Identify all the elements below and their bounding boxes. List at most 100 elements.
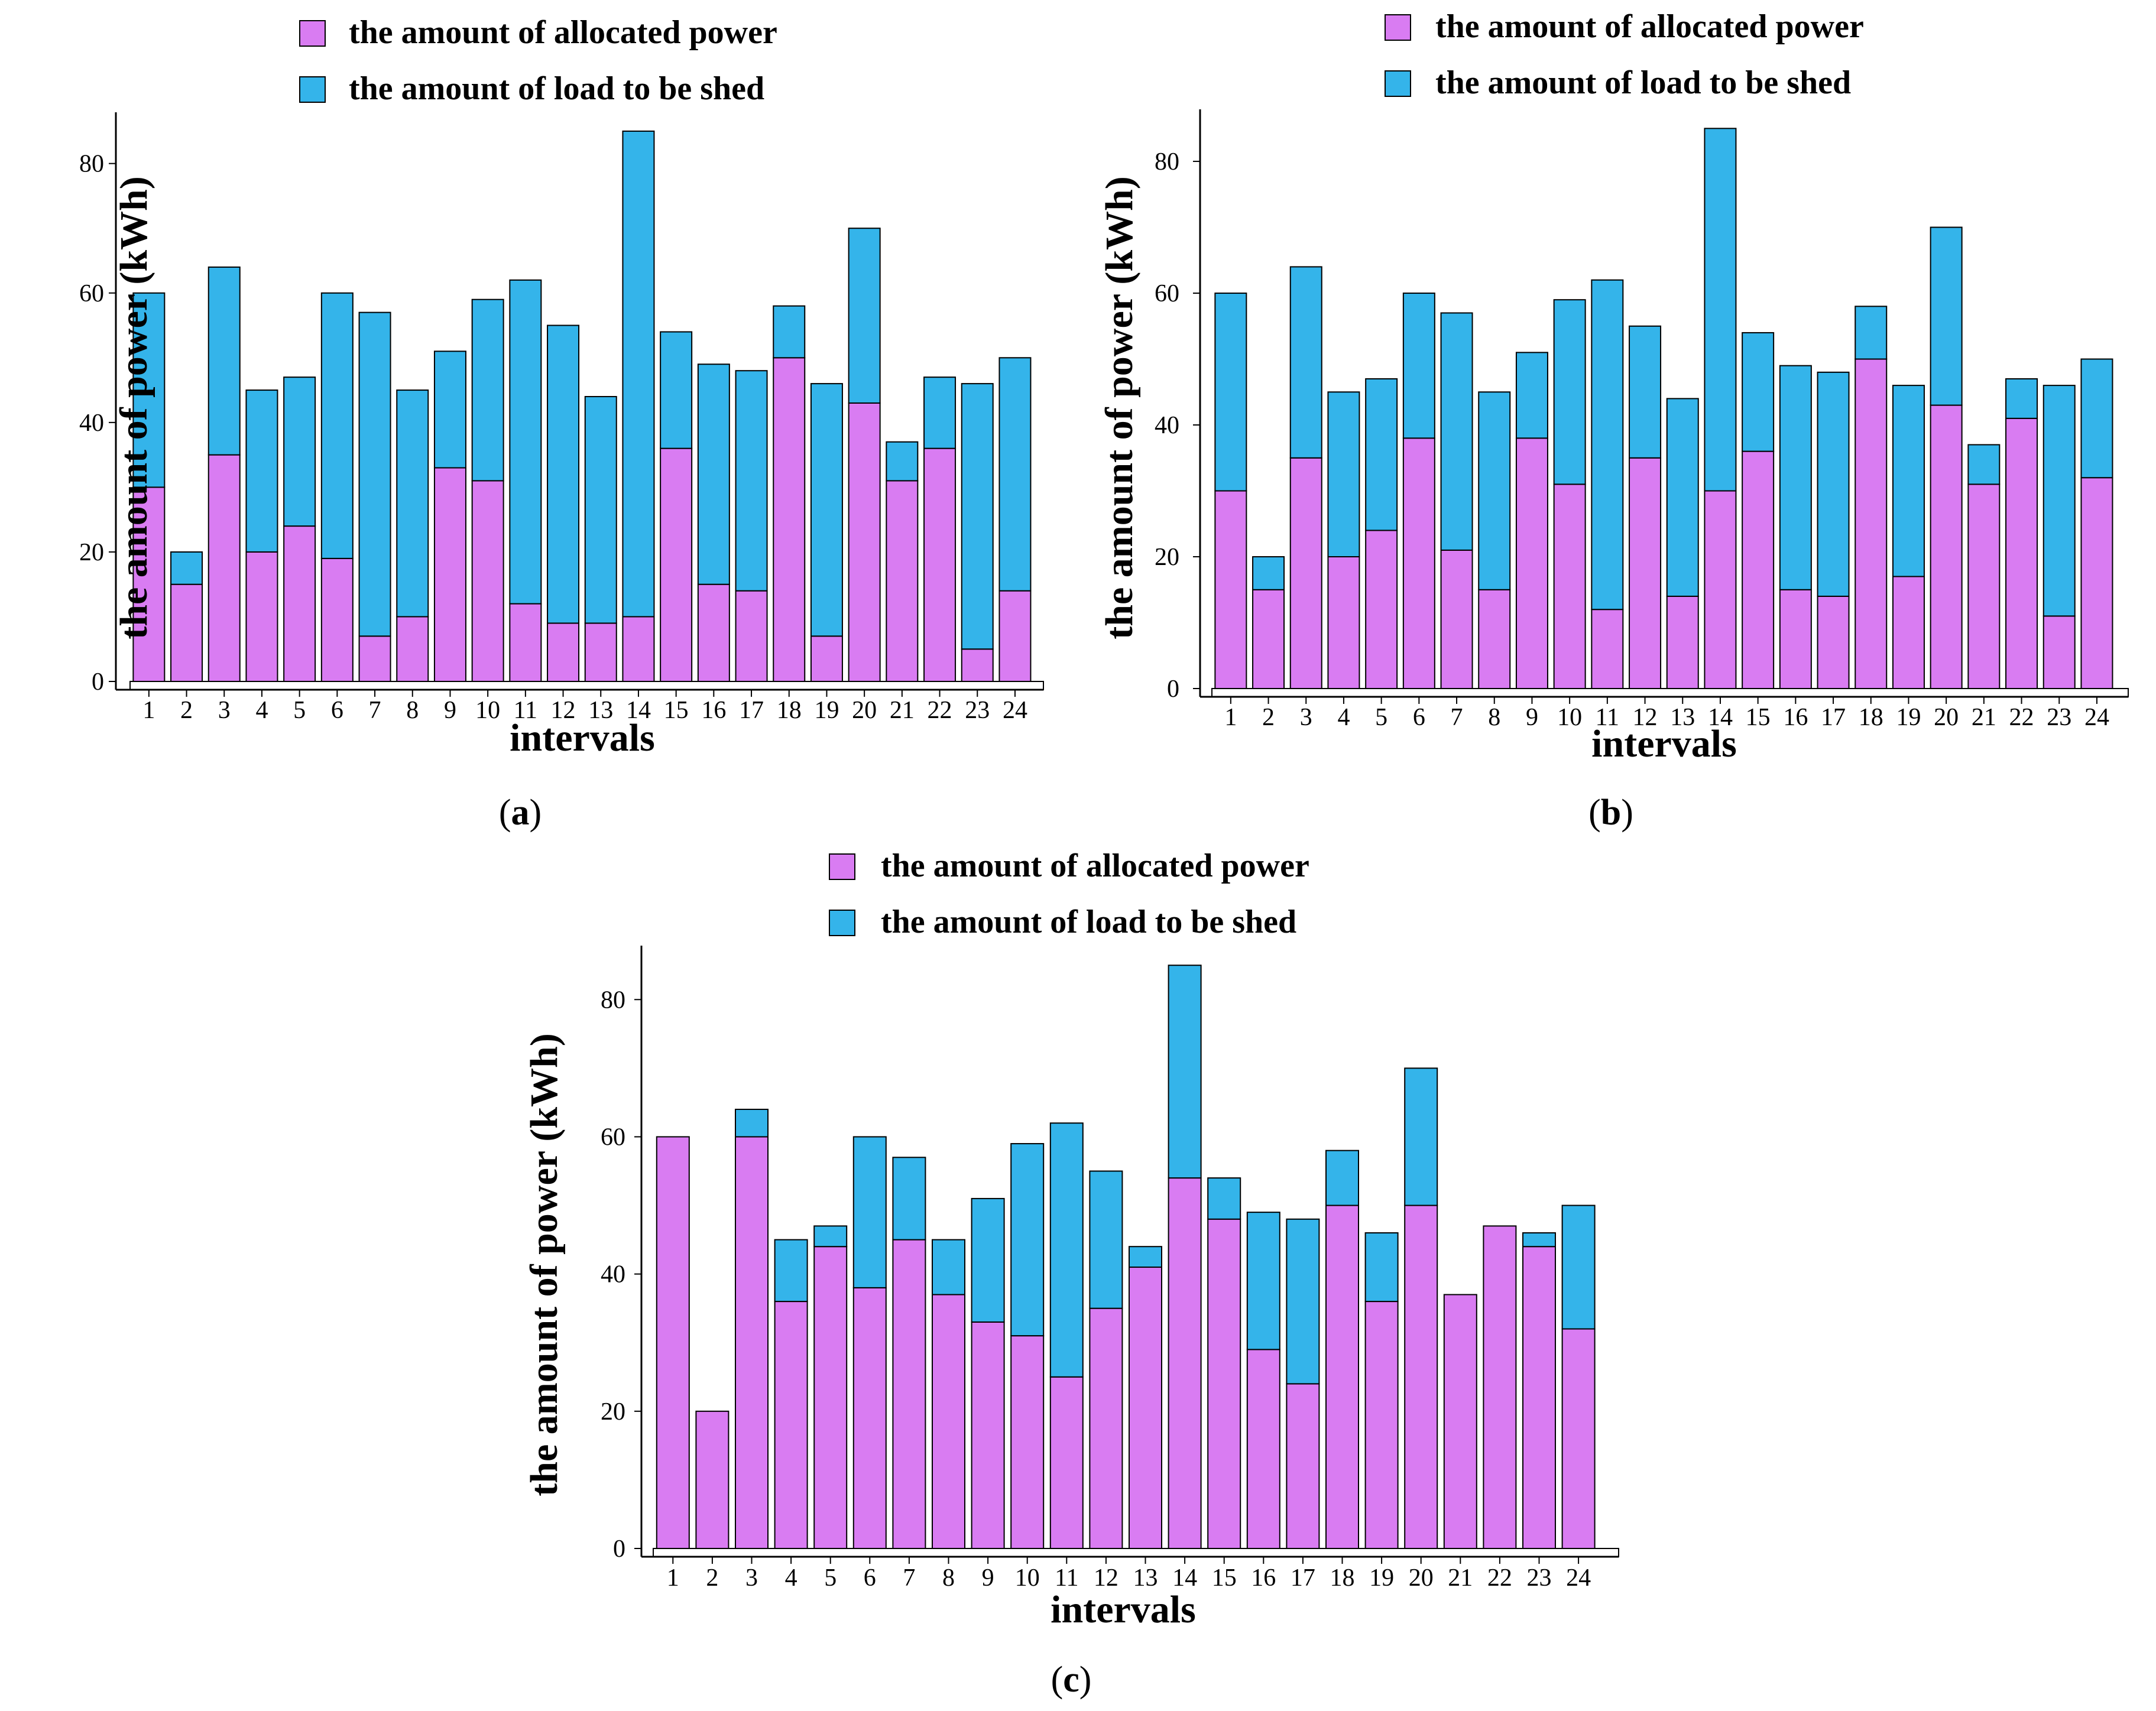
x-tick-label-19: 19 — [1369, 1564, 1394, 1592]
y-axis-title: the amount of power (kWh) — [523, 1033, 566, 1496]
bar-allocated-24 — [998, 590, 1032, 682]
bar-allocated-4 — [245, 551, 278, 683]
x-tick-label-9: 9 — [444, 697, 456, 724]
y-tick-label-40: 40 — [601, 1261, 625, 1288]
bar-shed-8 — [1478, 391, 1511, 590]
bar-allocated-14 — [1704, 490, 1737, 689]
x-tick-label-19: 19 — [814, 697, 839, 724]
bar-allocated-3 — [208, 454, 241, 682]
panel-label-c: (c) — [1051, 1660, 1092, 1700]
bar-shed-19 — [1364, 1232, 1399, 1303]
bar-shed-3 — [208, 266, 241, 456]
bar-allocated-7 — [1440, 549, 1473, 689]
legend: the amount of allocated power the amount… — [299, 14, 777, 107]
x-tick-label-15: 15 — [1746, 704, 1771, 731]
bar-shed-15 — [1742, 332, 1775, 452]
x-tick-label-5: 5 — [293, 697, 306, 724]
bar-shed-8 — [396, 389, 429, 618]
bar-allocated-3 — [1289, 457, 1322, 690]
bar-shed-3 — [1289, 266, 1322, 459]
x-tick-label-13: 13 — [1670, 704, 1695, 731]
legend-item-allocated: the amount of allocated power — [829, 848, 1309, 884]
bar-allocated-8 — [396, 616, 429, 682]
bar-allocated-18 — [773, 357, 806, 682]
baseline-band — [129, 681, 1044, 690]
x-tick-label-1: 1 — [142, 697, 155, 724]
bar-allocated-7 — [892, 1239, 926, 1549]
bar-shed-13 — [584, 396, 617, 624]
bar-allocated-11 — [509, 603, 542, 682]
bar-allocated-14 — [622, 616, 655, 682]
x-tick-label-3: 3 — [745, 1564, 758, 1592]
legend-label-allocated: the amount of allocated power — [1435, 8, 1864, 45]
x-tick-label-12: 12 — [1633, 704, 1658, 731]
y-tick-label-20: 20 — [601, 1398, 625, 1426]
x-tick-label-14: 14 — [1708, 704, 1733, 731]
bar-shed-18 — [773, 305, 806, 359]
bar-allocated-1 — [1214, 490, 1247, 689]
bar-shed-16 — [697, 363, 730, 585]
bar-allocated-2 — [1252, 589, 1285, 689]
bar-allocated-15 — [1742, 450, 1775, 689]
y-tick-label-0: 0 — [1167, 676, 1179, 703]
y-tick-label-80: 80 — [601, 986, 625, 1014]
x-tick-label-11: 11 — [1055, 1564, 1078, 1592]
bar-allocated-5 — [813, 1246, 848, 1549]
y-tick-label-60: 60 — [601, 1124, 625, 1151]
bar-shed-9 — [971, 1197, 1005, 1323]
bar-allocated-6 — [1402, 437, 1435, 689]
bar-allocated-23 — [1522, 1246, 1556, 1549]
bar-shed-6 — [1402, 293, 1435, 439]
x-tick-label-21: 21 — [1972, 704, 1996, 731]
bar-shed-16 — [1779, 365, 1812, 590]
x-tick-label-2: 2 — [1262, 704, 1275, 731]
bar-allocated-19 — [1364, 1301, 1399, 1549]
x-axis-title: intervals — [1591, 722, 1737, 765]
x-tick-label-15: 15 — [664, 697, 689, 724]
x-tick-label-1: 1 — [1224, 704, 1237, 731]
bar-allocated-6 — [852, 1287, 887, 1549]
legend: the amount of allocated power the amount… — [829, 848, 1309, 940]
ticks: 1 2 3 4 5 6 7 8 9 10 11 12 13 14 15 16 17 18 19 20 21 22 23 240… — [601, 986, 1591, 1592]
bar-allocated-10 — [1553, 483, 1586, 689]
chart-panel-a: the amount of allocated power the amount… — [79, 14, 1044, 833]
bar-shed-23 — [2042, 385, 2076, 617]
bar-allocated-23 — [2042, 615, 2076, 689]
bar-shed-22 — [923, 376, 957, 449]
x-tick-label-2: 2 — [706, 1564, 718, 1592]
axes — [640, 946, 1619, 1558]
bar-allocated-2 — [695, 1410, 730, 1550]
x-tick-label-11: 11 — [1596, 704, 1619, 731]
y-axis-title: the amount of power (kWh) — [1098, 176, 1141, 639]
baseline-band — [653, 1548, 1619, 1557]
bar-allocated-2 — [170, 583, 203, 682]
bar-shed-20 — [1930, 226, 1963, 406]
bar-shed-2 — [170, 551, 203, 585]
bar-allocated-22 — [2005, 417, 2038, 689]
bar-allocated-13 — [1666, 595, 1699, 689]
bar-allocated-18 — [1325, 1204, 1359, 1550]
x-tick-label-13: 13 — [588, 697, 613, 724]
x-tick-label-9: 9 — [982, 1564, 994, 1592]
bar-shed-24 — [998, 357, 1032, 592]
bar-shed-19 — [1892, 385, 1925, 577]
bar-shed-5 — [283, 376, 316, 527]
bar-allocated-15 — [660, 447, 693, 682]
axes — [1199, 109, 2129, 698]
x-tick-label-20: 20 — [1934, 704, 1959, 731]
bar-shed-23 — [961, 383, 994, 650]
bar-allocated-1 — [656, 1136, 690, 1549]
bar-shed-4 — [245, 389, 278, 553]
axes — [115, 112, 1044, 691]
baseline-band — [1211, 688, 2129, 697]
bar-shed-6 — [852, 1136, 887, 1288]
legend-label-shed: the amount of load to be shed — [349, 70, 764, 107]
bars — [656, 965, 1596, 1550]
bar-shed-13 — [1666, 398, 1699, 597]
x-tick-label-13: 13 — [1133, 1564, 1158, 1592]
bar-shed-4 — [1327, 391, 1360, 558]
x-tick-label-6: 6 — [331, 697, 343, 724]
bar-shed-20 — [1404, 1067, 1438, 1206]
bar-allocated-22 — [1483, 1225, 1517, 1550]
